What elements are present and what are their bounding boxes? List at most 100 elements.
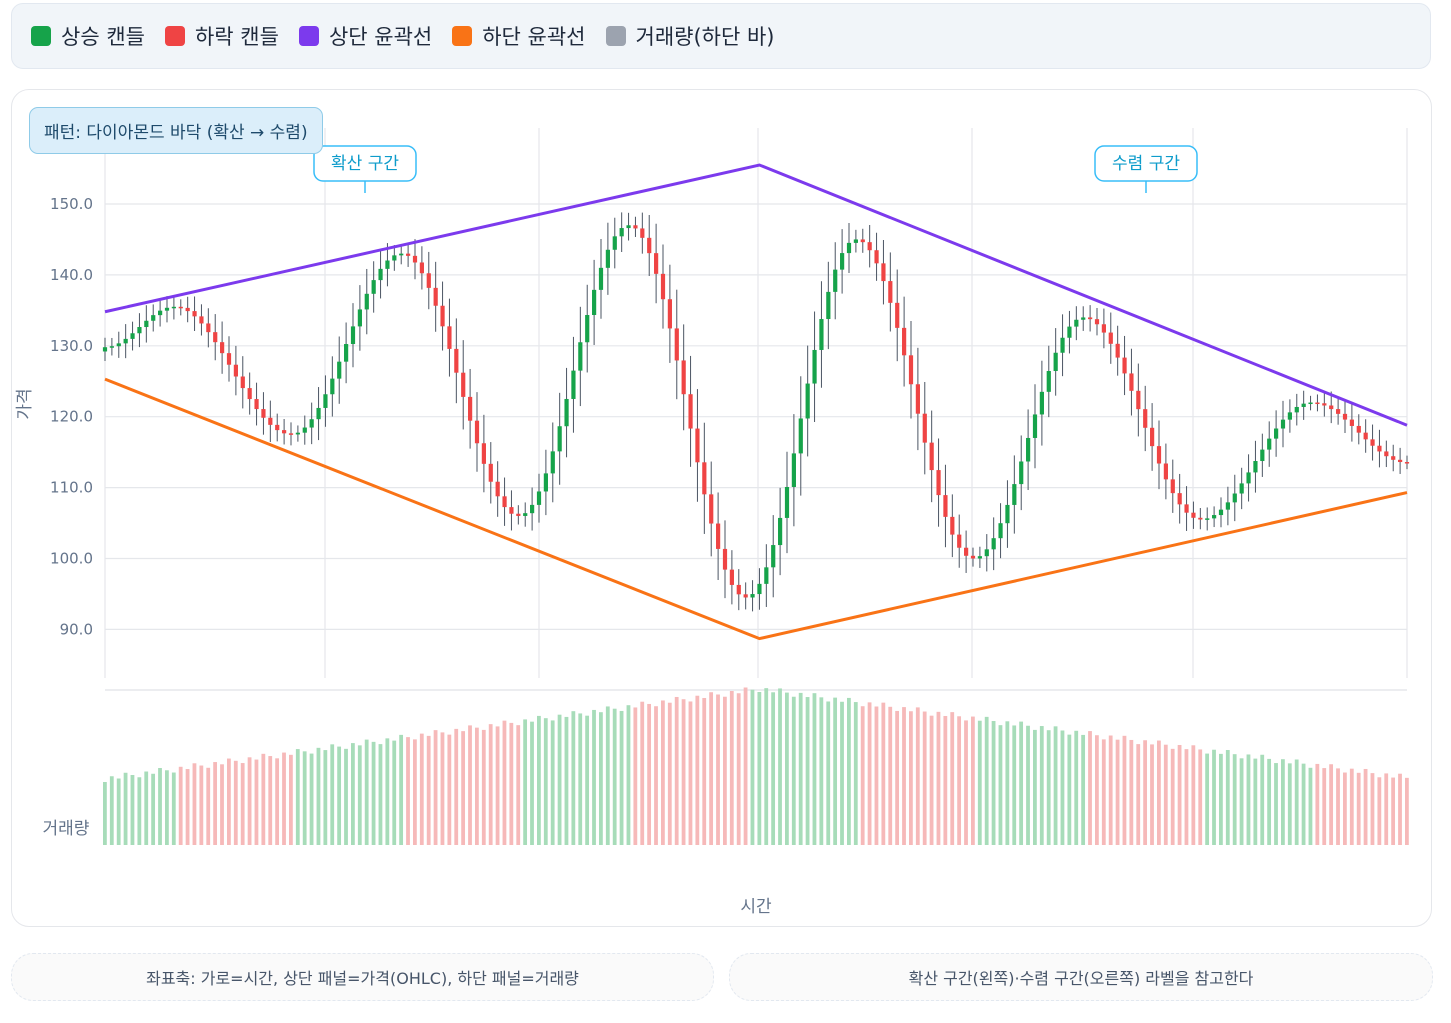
candle-down [681,360,686,395]
candle-up [364,293,369,310]
volume-bar [1081,734,1086,845]
candle-down [468,396,473,421]
volume-bar [227,758,231,845]
candle-up [984,549,989,557]
candle-up [764,567,769,584]
candle-up [585,314,590,343]
footnote-axes: 좌표축: 가로=시간, 상단 패널=가격(OHLC), 하단 패널=거래량 [11,953,714,1001]
legend-label: 하락 캔들 [194,25,279,49]
volume-bar [819,697,824,845]
volume-bar [488,724,493,845]
volume-bar [1170,748,1175,845]
candle-down [206,323,211,333]
volume-bar [116,778,121,845]
candle-down [722,548,728,570]
volume-bar [165,770,169,845]
volume-bar [764,688,769,845]
volume-bar [185,769,190,845]
candle-down [860,239,865,243]
volume-bar [847,697,851,845]
volume-bar [199,765,204,845]
volume-bar [481,729,486,845]
volume-bar [1136,744,1141,845]
candle-up [571,370,576,399]
volume-bar [592,709,596,845]
candle-down [1377,445,1382,452]
candle-up [550,451,555,474]
candle-down [709,494,714,524]
volume-bar [240,763,245,845]
candle-down [908,355,914,385]
candle-down [233,364,238,377]
volume-bar [867,702,872,845]
volume-bar [729,690,734,845]
candle-down [1336,409,1341,414]
x-axis-title: 시간 [740,897,772,917]
volume-bar [1046,730,1051,845]
candle-down [419,262,424,274]
volume-bar [785,692,789,845]
candle-up [536,491,542,505]
candle-up [344,344,349,362]
volume-bar [550,720,555,845]
pattern-badge: 패턴: 다이아몬드 바닥 (확산 → 수렴) [29,107,323,154]
volume-bar [1108,735,1113,845]
volume-bar [454,728,459,845]
candle-up [151,315,156,321]
volume-bar [1391,777,1396,845]
volume-bar [158,768,162,845]
volume-bar [103,782,107,845]
volume-bar [1267,758,1272,845]
volume-bar [1239,758,1244,845]
candle-down [943,495,948,517]
y-tick-label: 130.0 [50,337,93,355]
candle-down [874,250,879,264]
volume-bar [1205,753,1210,845]
candle-up [1239,483,1244,494]
volume-bar [695,695,700,845]
volume-bar [1074,730,1079,845]
volume-bar [406,737,410,845]
candle-up [144,320,149,328]
volume-bar [1356,772,1361,845]
candle-up [1253,461,1258,473]
candle-up [295,432,300,435]
candle-down [970,555,976,559]
candle-down [1156,446,1162,464]
candle-down [288,433,294,435]
candle-down [495,481,500,497]
volume-bar [413,739,417,845]
legend-swatch [452,26,473,46]
candle-down [922,413,927,443]
legend-swatch [298,26,319,46]
volume-bar [247,757,252,845]
volume-bar [1377,777,1382,845]
volume-bar [612,708,617,845]
candle-up [626,225,631,229]
candle-up [757,583,762,595]
candle-down [895,302,900,328]
candle-down [254,399,259,410]
volume-bar [1315,763,1320,845]
candle-down [888,281,893,303]
candle-down [1184,504,1189,513]
volume-bar [1088,731,1092,845]
candle-up [1218,509,1224,516]
candle-down [902,327,907,356]
volume-bar [1095,735,1099,845]
candle-up [564,398,569,427]
candle-up [392,255,397,261]
legend-item: 상승 캔들 [31,21,145,51]
volume-bar [344,748,348,845]
volume-bar [640,701,645,845]
volume-bar [991,721,996,845]
candle-down [406,253,411,256]
candle-down [1329,405,1334,410]
candle-down [192,311,197,317]
candle-down [688,394,693,429]
volume-bar [633,707,638,845]
candle-down [1122,357,1127,374]
volume-bar [468,725,472,845]
candle-down [1191,512,1196,518]
volume-bar [206,767,211,845]
